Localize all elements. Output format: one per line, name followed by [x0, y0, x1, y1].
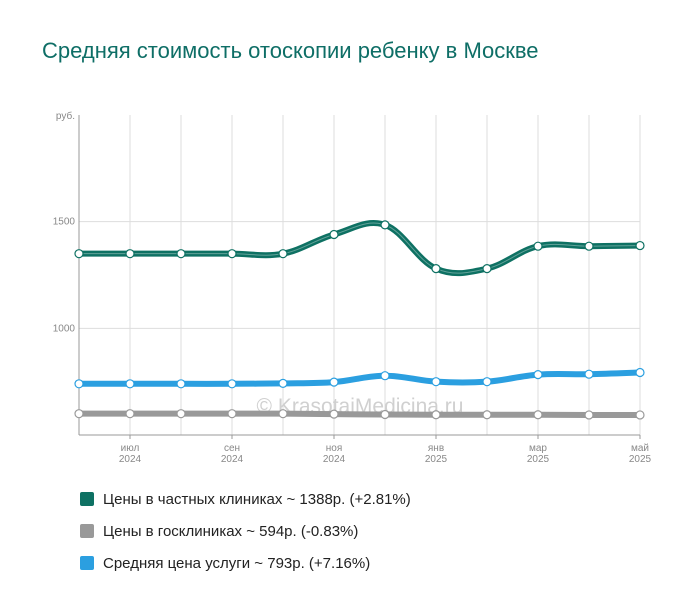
x-tick-month: мар: [529, 443, 547, 454]
y-tick-label: 1000: [53, 323, 76, 334]
x-tick-year: 2025: [425, 454, 448, 465]
legend-label: Цены в частных клиниках ~ 1388р. (+2.81%…: [103, 490, 411, 508]
grid: [78, 115, 641, 435]
data-point-public: [380, 409, 390, 420]
data-point-average: [278, 378, 288, 388]
data-point-average: [584, 369, 594, 379]
data-point-private: [482, 264, 492, 274]
data-point-average: [635, 367, 645, 378]
data-point-average: [176, 379, 186, 389]
data-point-private: [176, 249, 186, 259]
legend-item-public: Цены в госклиниках ~ 594р. (-0.83%): [80, 515, 411, 547]
data-point-average: [227, 379, 237, 389]
series-line-highlight-private: [78, 222, 641, 274]
x-tick-year: 2025: [629, 454, 652, 465]
x-tick-year: 2025: [527, 454, 550, 465]
data-point-public: [431, 410, 441, 420]
data-point-average: [482, 377, 492, 387]
data-point-private: [278, 249, 288, 259]
data-point-public: [584, 410, 594, 420]
legend-swatch: [80, 556, 94, 570]
data-point-private: [380, 220, 390, 230]
data-point-public: [329, 409, 339, 419]
x-tick-year: 2024: [221, 454, 244, 465]
x-tick-month: ноя: [326, 443, 343, 454]
series-line-average: [76, 369, 643, 387]
legend-swatch: [80, 524, 94, 538]
series-line-private: [76, 220, 643, 277]
legend: Цены в частных клиниках ~ 1388р. (+2.81%…: [80, 483, 411, 579]
x-tick-month: май: [631, 443, 649, 454]
legend-label: Цены в госклиниках ~ 594р. (-0.83%): [103, 522, 359, 540]
data-point-private: [533, 241, 543, 251]
legend-swatch: [80, 492, 94, 506]
data-point-public: [74, 409, 84, 419]
x-tick-month: сен: [224, 443, 240, 454]
y-unit-label: руб.: [56, 110, 75, 122]
data-point-private: [227, 249, 237, 259]
data-point-average: [125, 379, 135, 389]
data-point-private: [329, 229, 339, 240]
data-point-average: [329, 377, 339, 387]
x-tick-year: 2024: [323, 454, 346, 465]
data-point-public: [533, 410, 543, 420]
data-point-average: [380, 371, 390, 381]
legend-item-private: Цены в частных клиниках ~ 1388р. (+2.81%…: [80, 483, 411, 515]
data-point-public: [227, 409, 237, 419]
data-point-average: [74, 379, 84, 389]
series-layer: [74, 220, 645, 420]
data-point-average: [533, 370, 543, 380]
y-tick-label: 1500: [53, 217, 76, 228]
x-tick-year: 2024: [119, 454, 142, 465]
data-point-public: [482, 410, 492, 420]
data-point-private: [584, 241, 594, 251]
data-point-private: [635, 240, 645, 251]
data-point-private: [74, 249, 84, 259]
data-point-public: [125, 409, 135, 419]
legend-label: Средняя цена услуги ~ 793р. (+7.16%): [103, 554, 371, 572]
line-chart: © KrasotaiMedicina.ru руб.10001500июл202…: [53, 110, 652, 465]
series-line-public: [76, 410, 643, 418]
data-point-average: [431, 377, 441, 387]
data-point-public: [278, 409, 288, 419]
data-point-private: [125, 249, 135, 259]
axes: руб.10001500июл2024сен2024ноя2024янв2025…: [53, 110, 652, 465]
data-point-private: [431, 264, 441, 274]
legend-item-average: Средняя цена услуги ~ 793р. (+7.16%): [80, 547, 411, 579]
data-point-public: [635, 410, 645, 420]
chart-title: Средняя стоимость отоскопии ребенку в Мо…: [42, 38, 539, 63]
x-tick-month: янв: [428, 443, 444, 454]
data-point-public: [176, 409, 186, 419]
x-tick-month: июл: [121, 443, 140, 454]
